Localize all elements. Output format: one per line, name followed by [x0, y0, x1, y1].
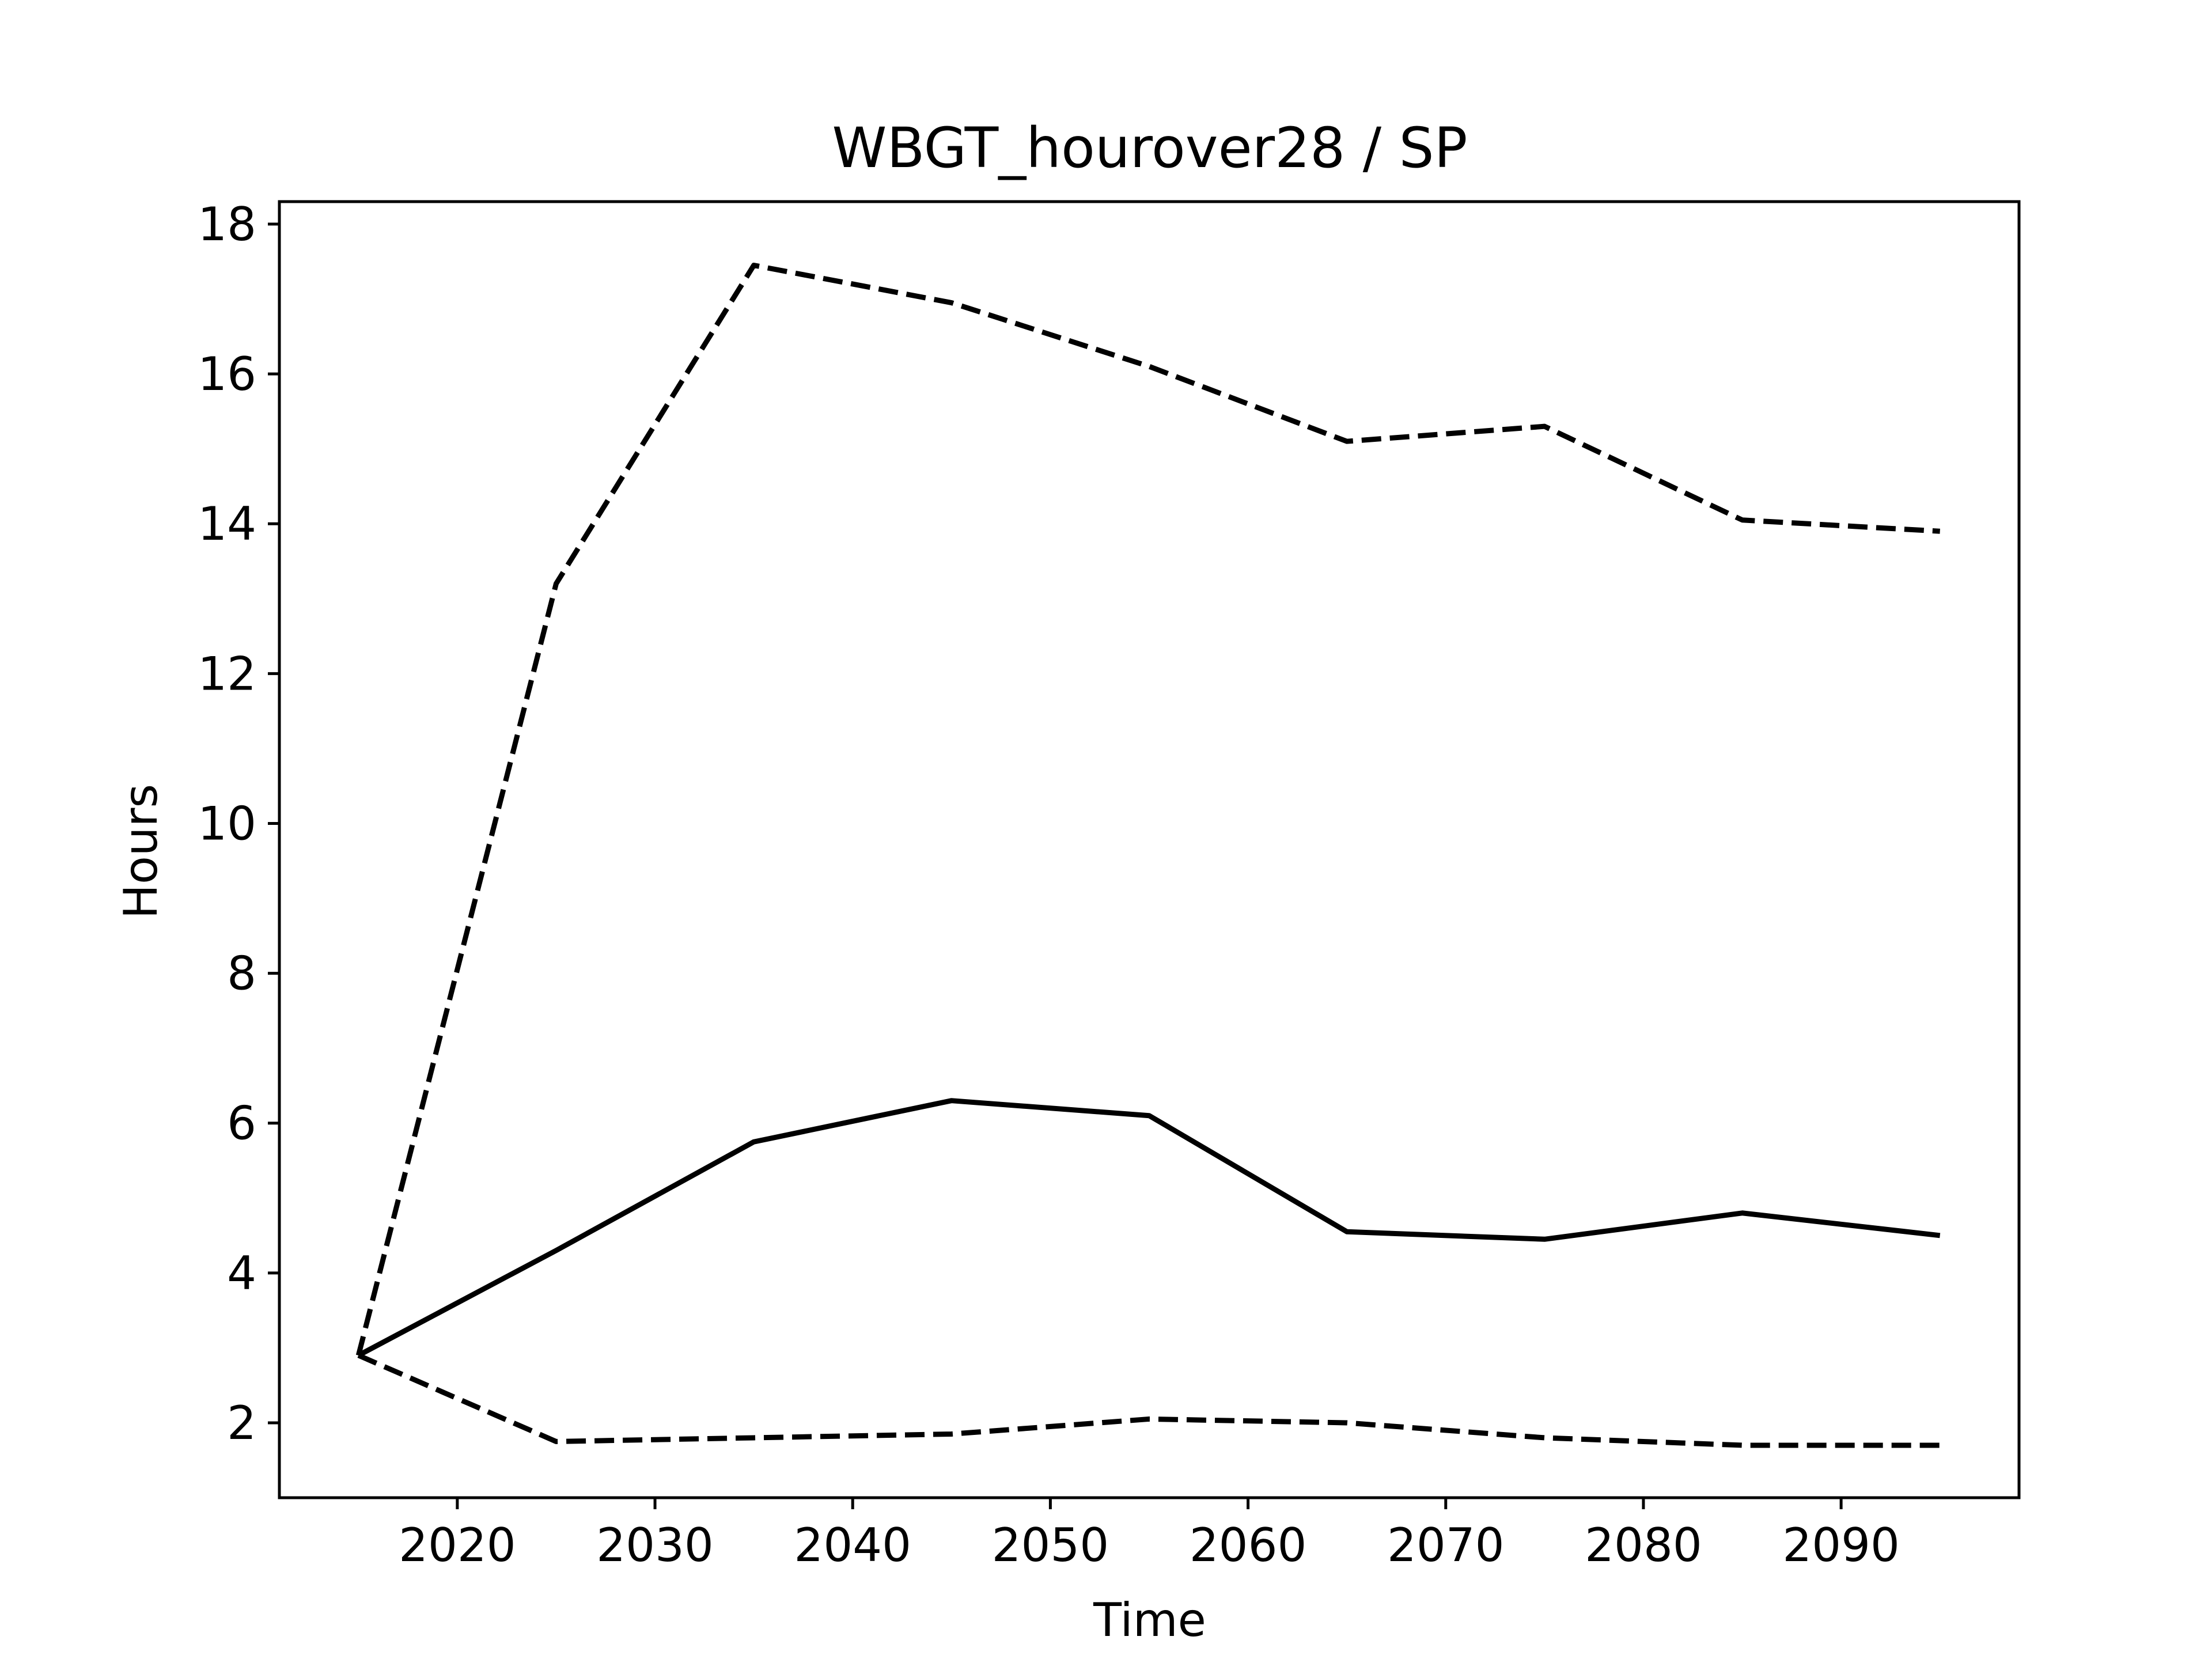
x-tick-label: 2060 [1190, 1518, 1307, 1572]
plot-frame [278, 200, 2021, 1499]
y-tick-label: 14 [198, 497, 256, 551]
y-tick-label: 4 [227, 1247, 256, 1300]
x-axis: 2020 2030 2040 2050 2060 2070 2080 2090 [399, 1498, 1900, 1572]
plot-area [278, 200, 2021, 1499]
solid-series-line [357, 1098, 1941, 1358]
y-tick-label: 6 [227, 1097, 256, 1150]
x-tick-label: 2020 [399, 1518, 516, 1572]
dashed-series-line [355, 263, 1940, 1357]
chart-title: WBGT_hourover28 / SP [832, 116, 1468, 180]
x-tick-label: 2090 [1782, 1518, 1900, 1572]
y-axis: 2 4 6 8 10 12 14 16 18 [198, 198, 279, 1450]
x-tick-label: 2050 [992, 1518, 1109, 1572]
y-tick-label: 10 [198, 797, 256, 850]
y-axis-label: Hours [114, 784, 168, 919]
x-tick-label: 2080 [1585, 1518, 1702, 1572]
x-tick-label: 2070 [1387, 1518, 1505, 1572]
series-layer [355, 263, 1941, 1448]
x-tick-label: 2030 [596, 1518, 714, 1572]
y-tick-label: 12 [198, 647, 256, 700]
x-axis-label: Time [1093, 1593, 1206, 1647]
dashed-series-line [357, 1353, 1940, 1448]
x-tick-label: 2040 [794, 1518, 911, 1572]
y-tick-label: 8 [227, 947, 256, 1001]
y-tick-label: 18 [198, 198, 256, 251]
y-tick-label: 2 [227, 1396, 256, 1450]
y-tick-label: 16 [198, 347, 256, 401]
